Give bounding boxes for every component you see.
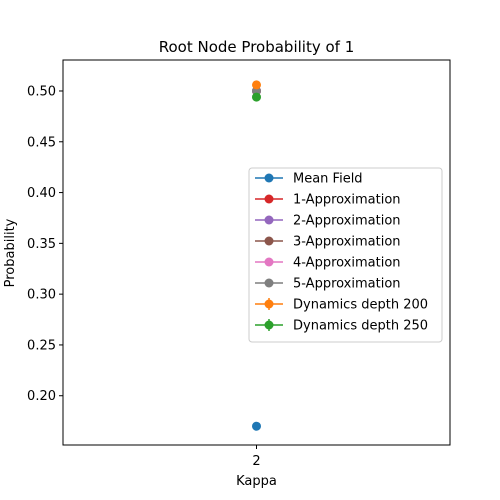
legend-box: [248, 167, 443, 343]
legend-label: Dynamics depth 200: [293, 298, 428, 313]
legend-label: 4-Approximation: [293, 256, 401, 271]
chart-title: Root Node Probability of 1: [159, 38, 355, 56]
legend-item-5-approximation: 5-Approximation: [255, 277, 401, 292]
y-tick-label: 0.35: [27, 237, 56, 252]
legend-item-dynamics-depth-250: Dynamics depth 250: [255, 319, 428, 334]
legend: Mean Field 1-Approximation 2-Approximation…: [248, 167, 443, 343]
y-tick-label: 0.45: [27, 135, 56, 150]
plot-marks: [252, 80, 261, 431]
legend-marker: [264, 194, 274, 204]
legend-marker: [264, 215, 274, 225]
legend-item-2-approximation: 2-Approximation: [255, 214, 401, 229]
point-mean-field: [252, 421, 261, 431]
legend-label: Dynamics depth 250: [293, 319, 428, 334]
y-tick-label: 0.25: [27, 338, 56, 353]
legend-item-3-approximation: 3-Approximation: [255, 235, 401, 250]
legend-label: Mean Field: [293, 172, 363, 187]
y-axis-ticks: 0.20 0.25 0.30 0.35 0.40 0.45 0.50: [27, 84, 63, 404]
legend-marker: [264, 299, 274, 309]
point-dynamics-depth-250: [252, 92, 261, 102]
y-tick-label: 0.30: [27, 288, 56, 303]
legend-marker: [264, 236, 274, 246]
legend-marker: [264, 320, 274, 330]
legend-label: 2-Approximation: [293, 214, 401, 229]
y-axis-label: Probability: [3, 218, 18, 287]
x-axis-ticks: 2: [252, 445, 261, 469]
legend-marker: [264, 278, 274, 288]
y-tick-label: 0.40: [27, 186, 56, 201]
legend-item-4-approximation: 4-Approximation: [255, 256, 401, 271]
legend-marker: [264, 257, 274, 267]
legend-item-mean-field: Mean Field: [255, 172, 363, 187]
y-tick-label: 0.20: [27, 389, 56, 404]
legend-label: 5-Approximation: [293, 277, 401, 292]
legend-marker: [264, 173, 274, 183]
legend-label: 3-Approximation: [293, 235, 401, 250]
y-tick-label: 0.50: [27, 84, 56, 99]
legend-label: 1-Approximation: [293, 193, 401, 208]
x-axis-label: Kappa: [236, 474, 277, 489]
point-dynamics-depth-200: [252, 80, 261, 90]
legend-item-1-approximation: 1-Approximation: [255, 193, 401, 208]
legend-item-dynamics-depth-200: Dynamics depth 200: [255, 298, 428, 313]
x-tick-label: 2: [252, 454, 260, 469]
